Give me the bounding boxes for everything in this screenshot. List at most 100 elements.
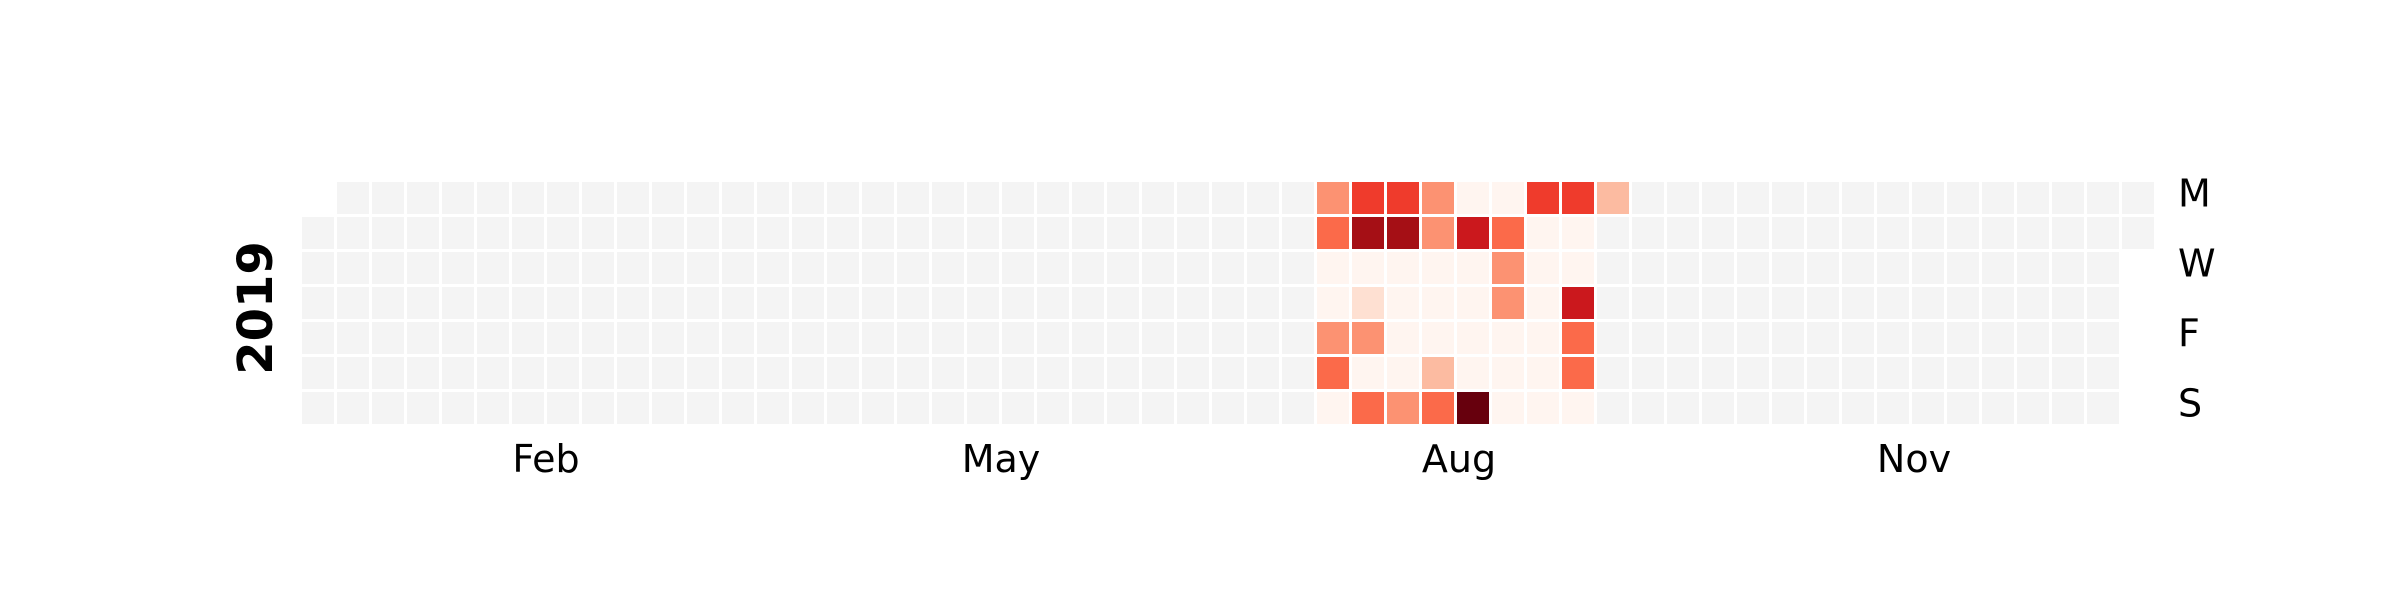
heatmap-cell [1107, 252, 1139, 284]
heatmap-cell [1772, 287, 1804, 319]
heatmap-cell [827, 182, 859, 214]
heatmap-cell [1597, 392, 1629, 424]
heatmap-cell [512, 322, 544, 354]
heatmap-cell [1912, 217, 1944, 249]
heatmap-cell [302, 217, 334, 249]
heatmap-cell [372, 182, 404, 214]
heatmap-cell [302, 322, 334, 354]
heatmap-cells [302, 182, 2154, 424]
heatmap-cell [652, 217, 684, 249]
heatmap-cell [2087, 357, 2119, 389]
heatmap-cell [1982, 392, 2014, 424]
heatmap-cell [1107, 322, 1139, 354]
heatmap-cell [1807, 287, 1839, 319]
heatmap-cell [1457, 182, 1489, 214]
heatmap-cell [1457, 357, 1489, 389]
heatmap-cell [547, 252, 579, 284]
heatmap-cell [1667, 217, 1699, 249]
heatmap-cell [1387, 322, 1419, 354]
heatmap-cell [862, 322, 894, 354]
heatmap-cell [1387, 182, 1419, 214]
heatmap-cell [477, 357, 509, 389]
heatmap-cell [1632, 252, 1664, 284]
heatmap-cell [932, 322, 964, 354]
heatmap-cell [1877, 287, 1909, 319]
heatmap-cell [1772, 322, 1804, 354]
heatmap-cell [582, 182, 614, 214]
heatmap-cell [477, 392, 509, 424]
heatmap-cell [582, 322, 614, 354]
heatmap-cell [1562, 252, 1594, 284]
heatmap-cell [1107, 357, 1139, 389]
heatmap-cell [652, 357, 684, 389]
heatmap-cell [1352, 392, 1384, 424]
heatmap-cell [1387, 392, 1419, 424]
heatmap-cell [1947, 252, 1979, 284]
heatmap-cell [687, 357, 719, 389]
heatmap-cell [1807, 322, 1839, 354]
heatmap-cell [1807, 357, 1839, 389]
heatmap-cell [1072, 287, 1104, 319]
heatmap-cell [1597, 252, 1629, 284]
heatmap-cell [792, 357, 824, 389]
heatmap-cell [1667, 322, 1699, 354]
heatmap-cell [617, 217, 649, 249]
heatmap-cell [1982, 217, 2014, 249]
heatmap-cell [1702, 182, 1734, 214]
heatmap-cell [372, 322, 404, 354]
heatmap-cell [547, 357, 579, 389]
heatmap-cell [1527, 287, 1559, 319]
heatmap-cell [827, 217, 859, 249]
heatmap-cell [1387, 252, 1419, 284]
heatmap-cell [792, 252, 824, 284]
heatmap-cell [1737, 252, 1769, 284]
heatmap-cell [1702, 217, 1734, 249]
heatmap-cell [1527, 217, 1559, 249]
year-label: 2019 [228, 241, 284, 375]
heatmap-cell [1492, 217, 1524, 249]
heatmap-cell [477, 252, 509, 284]
heatmap-cell [1352, 322, 1384, 354]
heatmap-cell [512, 252, 544, 284]
heatmap-cell [722, 287, 754, 319]
heatmap-cell [652, 287, 684, 319]
heatmap-cell [1037, 217, 1069, 249]
weekday-label-monday: M [2178, 172, 2211, 216]
heatmap-cell [2017, 217, 2049, 249]
heatmap-cell [407, 322, 439, 354]
heatmap-cell [1317, 217, 1349, 249]
heatmap-cell [1037, 252, 1069, 284]
heatmap-cell [1282, 287, 1314, 319]
heatmap-cell [1772, 252, 1804, 284]
heatmap-cell [687, 392, 719, 424]
heatmap-cell [722, 322, 754, 354]
heatmap-cell [792, 217, 824, 249]
heatmap-cell [1422, 357, 1454, 389]
heatmap-cell [1527, 182, 1559, 214]
heatmap-cell [2017, 322, 2049, 354]
heatmap-cell [1632, 182, 1664, 214]
heatmap-cell [1037, 182, 1069, 214]
heatmap-cell [1877, 392, 1909, 424]
heatmap-cell [897, 182, 929, 214]
heatmap-cell [2052, 357, 2084, 389]
heatmap-cell [1632, 217, 1664, 249]
heatmap-cell [1772, 217, 1804, 249]
heatmap-cell [617, 392, 649, 424]
heatmap-cell [1002, 287, 1034, 319]
heatmap-cell [1317, 392, 1349, 424]
heatmap-cell [1002, 392, 1034, 424]
heatmap-cell [1212, 217, 1244, 249]
heatmap-cell [1667, 287, 1699, 319]
heatmap-cell [1912, 322, 1944, 354]
heatmap-cell [1387, 287, 1419, 319]
heatmap-cell [1247, 287, 1279, 319]
heatmap-cell [337, 287, 369, 319]
heatmap-cell [1177, 392, 1209, 424]
heatmap-cell [547, 392, 579, 424]
heatmap-cell [2052, 252, 2084, 284]
heatmap-cell [442, 322, 474, 354]
heatmap-cell [897, 217, 929, 249]
heatmap-cell [862, 287, 894, 319]
heatmap-cell [337, 252, 369, 284]
